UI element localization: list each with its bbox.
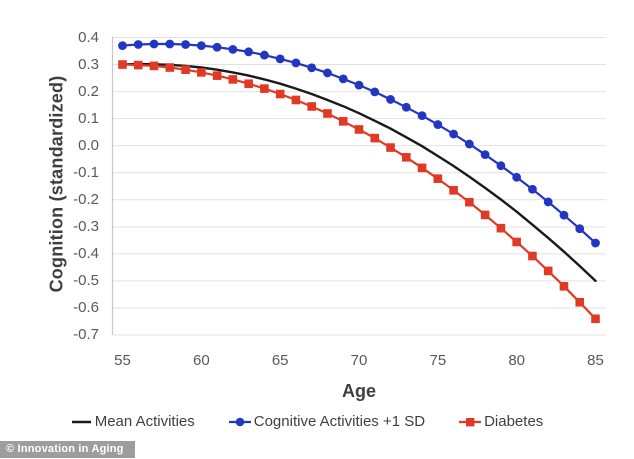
x-tick-label: 65 <box>271 352 289 369</box>
data-point <box>417 163 427 173</box>
x-tick-label: 55 <box>114 352 131 369</box>
x-axis-title: Age <box>341 381 376 401</box>
y-tick-label: 0.1 <box>78 109 99 127</box>
data-point <box>402 153 411 162</box>
y-tick-label: -0.2 <box>73 190 99 208</box>
y-tick-label: -0.1 <box>73 163 99 181</box>
data-point <box>575 224 585 234</box>
watermark-text: © Innovation in Aging <box>6 443 124 455</box>
data-point <box>591 238 600 248</box>
data-point <box>496 223 506 233</box>
cognitive-activities-marker-icon <box>228 417 251 426</box>
data-point <box>496 161 506 171</box>
mean-activities-line-icon <box>71 420 91 423</box>
data-point <box>165 63 175 72</box>
data-point <box>149 39 159 49</box>
plot-area <box>111 36 606 336</box>
data-point <box>212 42 222 52</box>
legend-label-cognitive-activities: Cognitive Activities +1 SD <box>253 413 426 430</box>
data-point <box>196 41 206 51</box>
data-point <box>228 45 238 54</box>
x-tick-label: 70 <box>350 352 368 369</box>
data-point <box>307 63 317 73</box>
legend-label-diabetes: Diabetes <box>484 413 544 430</box>
data-point <box>480 150 490 160</box>
legend-item-diabetes: Diabetes <box>459 413 543 430</box>
legend-label-mean-activities: Mean Activities <box>94 413 195 430</box>
data-point <box>291 58 301 68</box>
data-point <box>591 314 600 324</box>
x-tick-label: 60 <box>192 352 210 369</box>
data-point <box>260 84 269 93</box>
data-point <box>260 50 269 60</box>
x-tick-label: 85 <box>587 352 604 369</box>
y-tick-label: 0.3 <box>78 55 99 73</box>
legend: Mean Activities Cognitive Activities +1 … <box>0 413 614 430</box>
watermark: © Innovation in Aging <box>0 441 135 458</box>
y-tick-label: -0.7 <box>73 326 99 343</box>
diabetes-marker-icon <box>459 417 482 426</box>
data-point <box>118 41 127 51</box>
data-point <box>133 40 143 49</box>
data-point <box>464 139 474 149</box>
y-tick-label: -0.6 <box>73 298 99 316</box>
data-point <box>370 133 380 143</box>
data-point <box>528 251 537 261</box>
x-tick-label: 75 <box>429 352 447 369</box>
legend-item-mean-activities: Mean Activities <box>71 413 195 430</box>
data-point <box>165 39 175 49</box>
y-tick-label: -0.3 <box>73 217 99 235</box>
data-point <box>386 143 395 152</box>
legend-item-cognitive-activities: Cognitive Activities +1 SD <box>228 413 426 430</box>
y-tick-label: 0.2 <box>78 82 99 100</box>
y-tick-label: -0.4 <box>73 244 99 262</box>
data-point <box>528 184 537 194</box>
data-point <box>244 79 253 89</box>
data-point <box>307 102 316 111</box>
data-point <box>449 129 458 139</box>
data-point <box>291 95 301 105</box>
data-point <box>575 297 585 307</box>
data-point <box>543 266 553 276</box>
data-point <box>512 237 521 247</box>
data-point <box>559 282 569 291</box>
data-point <box>244 47 254 57</box>
data-point <box>370 87 380 97</box>
y-tick-label: 0.4 <box>78 28 99 46</box>
data-point <box>275 54 285 64</box>
data-point <box>338 117 348 126</box>
data-point <box>433 174 443 183</box>
data-point <box>197 68 206 77</box>
data-point <box>512 172 522 182</box>
data-point <box>323 68 332 78</box>
data-point <box>149 61 159 71</box>
data-point <box>417 111 427 121</box>
series-line-cognitive-activities-1-sd <box>121 42 597 245</box>
y-tick-label: -0.5 <box>73 271 99 289</box>
data-point <box>118 60 127 69</box>
data-point <box>449 186 458 195</box>
data-point <box>354 80 364 90</box>
data-point <box>559 210 569 220</box>
data-point <box>338 74 348 84</box>
data-point <box>354 125 364 134</box>
series-line-mean-activities <box>121 62 597 283</box>
data-point <box>543 197 553 207</box>
data-point <box>228 75 238 84</box>
x-tick-label: 80 <box>508 352 525 369</box>
data-point <box>275 89 285 99</box>
data-point <box>433 120 443 129</box>
data-point <box>465 197 474 207</box>
data-point <box>386 95 395 104</box>
data-point <box>480 210 490 220</box>
y-tick-label: 0.0 <box>78 136 99 154</box>
data-point <box>212 71 222 80</box>
data-point <box>323 109 332 118</box>
data-point <box>401 102 411 112</box>
data-point <box>181 65 190 74</box>
data-point <box>133 60 143 70</box>
data-point <box>181 40 190 49</box>
